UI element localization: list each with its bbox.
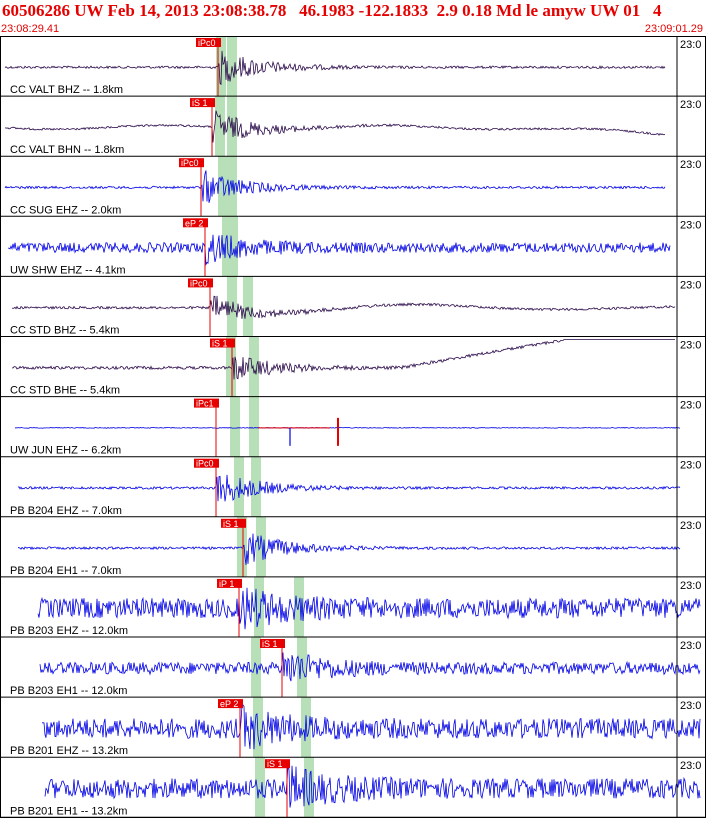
s-window (243, 276, 253, 337)
station-label: PB B204 EH1 -- 7.0km (10, 565, 121, 577)
station-label: PB B201 EHZ -- 13.2km (10, 745, 128, 757)
time-label: 23:0 (680, 640, 701, 652)
traces-group: iPc0 CC VALT BHZ -- 1.8km 23:0 iS 1 CC VALT … (0, 38, 706, 818)
pick-label: iS 1 (223, 519, 239, 529)
pick-flag (260, 639, 285, 648)
s-window (301, 697, 311, 758)
pick-flag (179, 158, 204, 168)
waveform (44, 764, 701, 808)
pick-flag (221, 518, 246, 528)
p-window (227, 276, 237, 337)
s-window (227, 156, 237, 217)
waveform (14, 427, 681, 429)
pick-label: iPc0 (198, 38, 216, 48)
s-window (249, 336, 259, 397)
pick-flag (190, 98, 215, 108)
pick-label: eP 2 (220, 699, 238, 709)
s-window (251, 456, 261, 517)
pick-label: iPc1 (196, 399, 214, 409)
pick-label: iS 1 (267, 759, 283, 769)
pick-label: iP 1 (219, 579, 234, 589)
p-window (254, 576, 264, 637)
station-label: PB B203 EHZ -- 12.0km (10, 625, 128, 637)
p-window (226, 336, 236, 397)
station-label: UW JUN EHZ -- 6.2km (10, 445, 121, 457)
station-label: CC VALT BHN -- 1.8km (10, 144, 124, 156)
seismogram-panel[interactable]: iPc0 CC VALT BHZ -- 1.8km 23:0 iS 1 CC VALT … (0, 36, 706, 818)
pick-label: iPc0 (190, 278, 208, 288)
pick-flag (188, 278, 213, 288)
waveform (4, 50, 666, 86)
waveform (4, 170, 666, 203)
station-label: UW SHW EHZ -- 4.1km (10, 264, 126, 276)
s-window (249, 396, 259, 457)
time-label: 23:0 (680, 39, 701, 51)
time-label: 23:0 (680, 460, 701, 472)
station-label: CC VALT BHZ -- 1.8km (10, 84, 123, 96)
p-window (216, 36, 226, 97)
pick-flag (210, 338, 235, 348)
station-label: CC STD BHE -- 5.4km (10, 385, 120, 397)
s-window (228, 216, 238, 277)
s-window (227, 36, 237, 97)
waveform (4, 110, 666, 143)
pick-label: iPc0 (196, 459, 214, 469)
s-window (294, 576, 304, 637)
pick-flag (194, 458, 219, 468)
pick-flag (265, 759, 290, 769)
time-label: 23:0 (680, 700, 701, 712)
waveform (7, 234, 671, 266)
p-window (234, 456, 244, 517)
time-label: 23:0 (680, 580, 701, 592)
station-label: CC STD BHZ -- 5.4km (10, 325, 119, 337)
s-window (297, 637, 307, 698)
p-window (215, 96, 225, 157)
record-header: 60506286 UW Feb 14, 2013 23:08:38.78 46.… (0, 0, 706, 37)
waveform (11, 339, 675, 380)
end-time-label: 23:09:01.29 (644, 23, 703, 35)
time-label: 23:0 (680, 340, 701, 352)
event-title: 60506286 UW Feb 14, 2013 23:08:38.78 46.… (2, 1, 662, 20)
s-window (227, 96, 237, 157)
p-window (230, 396, 240, 457)
p-window (218, 156, 228, 217)
time-label: 23:0 (680, 99, 701, 111)
s-window (304, 757, 314, 818)
s-window (256, 516, 266, 577)
waveform (37, 587, 701, 630)
pick-flag (218, 699, 243, 709)
time-label: 23:0 (680, 520, 701, 532)
pick-flag (217, 578, 242, 588)
pick-label: iS 1 (192, 98, 208, 108)
station-label: PB B201 EH1 -- 13.2km (10, 805, 127, 817)
pick-flag (196, 38, 221, 47)
pick-flag (183, 218, 208, 228)
pick-label: iS 1 (212, 339, 228, 349)
p-window (255, 757, 265, 818)
time-label: 23:0 (680, 159, 701, 171)
pick-label: eP 2 (185, 218, 203, 228)
seismogram-canvas[interactable]: iPc0 CC VALT BHZ -- 1.8km 23:0 iS 1 CC VALT … (0, 36, 706, 818)
start-time-label: 23:08:29.41 (1, 23, 60, 35)
station-label: PB B204 EHZ -- 7.0km (10, 505, 122, 517)
waveform (11, 295, 676, 319)
time-label: 23:0 (680, 400, 701, 412)
waveform (17, 474, 681, 502)
p-window (237, 516, 247, 577)
p-window (222, 216, 232, 277)
pick-label: iS 1 (262, 639, 278, 649)
time-label: 23:0 (680, 760, 701, 772)
time-label: 23:0 (680, 219, 701, 231)
station-label: CC SUG EHZ -- 2.0km (10, 204, 121, 216)
station-label: PB B203 EH1 -- 12.0km (10, 685, 127, 697)
waveform (42, 704, 701, 750)
time-label: 23:0 (680, 279, 701, 291)
pick-flag (194, 398, 219, 408)
pick-label: iPc0 (181, 158, 199, 168)
phase-windows (215, 36, 314, 818)
waveform (17, 533, 681, 565)
waveform (39, 652, 701, 682)
